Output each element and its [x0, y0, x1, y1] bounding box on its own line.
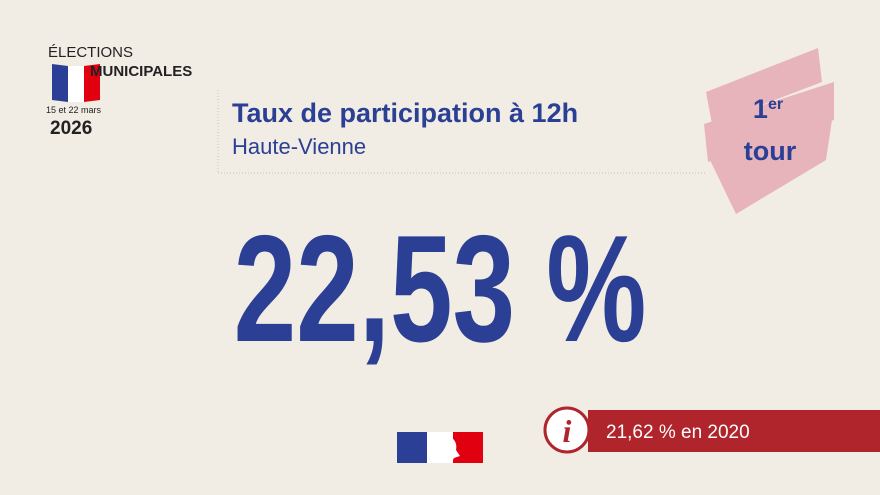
main-value: 22,53 %	[234, 205, 647, 374]
subtitle: Haute-Vienne	[232, 134, 366, 159]
info-icon-letter: i	[563, 413, 572, 449]
badge-number: 1er	[753, 94, 783, 124]
logo-year: 2026	[50, 118, 92, 139]
logo-dates: 15 et 22 mars	[46, 105, 102, 115]
info-text: 21,62 % en 2020	[606, 422, 750, 443]
marianne-logo	[397, 432, 483, 463]
info-icon	[543, 406, 591, 454]
title: Taux de participation à 12h	[232, 98, 578, 128]
logo-line2: MUNICIPALES	[90, 63, 192, 80]
badge-shape	[704, 48, 834, 214]
logo-line1: ÉLECTIONS	[48, 44, 133, 61]
info-bar	[588, 410, 880, 452]
badge-number: 1	[753, 94, 768, 124]
badge-suffix: er	[768, 96, 783, 113]
logo-flag	[52, 64, 100, 102]
badge-word: tour	[744, 136, 797, 166]
